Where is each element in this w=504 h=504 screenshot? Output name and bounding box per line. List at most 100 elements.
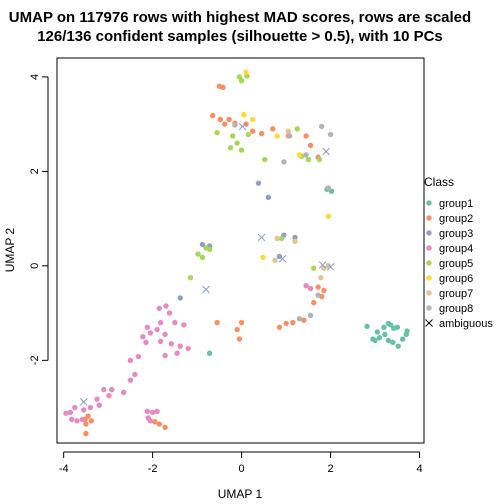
group1-point [364, 323, 370, 330]
group1-point [382, 331, 388, 338]
legend-marker [425, 319, 433, 327]
chart-subtitle: 126/136 confident samples (silhouette > … [37, 28, 443, 45]
group3-point [255, 180, 262, 186]
group4-point [127, 357, 134, 364]
plot-frame [56, 57, 425, 444]
group3-point [276, 253, 283, 260]
group2-point [209, 112, 216, 119]
group2-point [258, 130, 265, 137]
group7-point [318, 274, 324, 281]
legend-item-group4: group4 [426, 243, 473, 255]
group4-point [106, 393, 112, 399]
group2-point [83, 430, 89, 437]
legend-label: group4 [439, 243, 473, 255]
group4-point [156, 305, 163, 312]
group4-point [121, 389, 127, 396]
group2-point [222, 121, 228, 127]
group2-point [303, 133, 309, 139]
legend-marker [426, 305, 432, 311]
ambiguous-point [257, 233, 266, 242]
group8-point [232, 122, 238, 128]
group2-point [83, 421, 89, 427]
ambiguous-point [238, 122, 247, 131]
group4-point [94, 396, 100, 402]
group2-point [301, 317, 307, 323]
group6-point [243, 69, 249, 75]
group1-point [370, 336, 376, 342]
group1-point [390, 339, 396, 346]
chart-title: UMAP on 117976 rows with highest MAD sco… [9, 9, 471, 26]
group2-point [236, 336, 243, 342]
group4-point [147, 330, 154, 336]
group1-point [376, 334, 383, 341]
x-tick-label: 4 [416, 463, 422, 475]
group3-point [265, 194, 272, 201]
group2-point [234, 326, 240, 333]
group8-point [327, 131, 334, 138]
group3-point [292, 234, 298, 241]
y-tick-label: -2 [29, 355, 41, 365]
group2-point [250, 128, 256, 134]
legend-marker [426, 215, 432, 221]
ambiguous-point [278, 254, 287, 263]
group2-point [220, 84, 226, 90]
legend-item-group2: group2 [426, 213, 473, 225]
group2-point [214, 319, 220, 326]
group4-point [177, 343, 183, 349]
group4-point [154, 408, 160, 415]
legend-marker [426, 230, 432, 236]
ambiguous-point [322, 147, 330, 156]
x-axis: -4 -2 0 2 4 [59, 451, 423, 475]
group1-point [385, 337, 392, 344]
group4-point [87, 404, 94, 411]
group4-point [79, 416, 86, 423]
x-axis-label: UMAP 1 [218, 487, 263, 501]
group2-point [307, 142, 314, 149]
group4-point [168, 341, 175, 347]
group4-point [303, 282, 309, 289]
group5-point [262, 156, 268, 163]
legend-marker [426, 200, 432, 206]
legend-marker [426, 290, 432, 296]
group7-point [321, 265, 327, 271]
group2-point [315, 284, 321, 290]
legend-item-group1: group1 [426, 198, 473, 210]
group2-point [152, 419, 158, 425]
group5-point [245, 131, 251, 138]
group4-point [172, 319, 178, 326]
y-tick-label: 0 [29, 263, 41, 269]
group4-point [96, 402, 102, 408]
group5-point [236, 74, 243, 80]
group4-point [144, 324, 151, 330]
group6-point [325, 213, 332, 219]
group4-point [132, 371, 138, 378]
group1-point [374, 329, 380, 335]
group7-point [285, 128, 292, 134]
legend: Class group1 group2 group3 group4 group5 grou… [424, 175, 493, 330]
legend-item-group3: group3 [426, 228, 473, 240]
group8-point [307, 312, 314, 319]
group5-point [187, 274, 194, 281]
group2-point [290, 319, 296, 326]
legend-marker [426, 245, 432, 251]
legend-label: group7 [439, 288, 473, 300]
group5-point [199, 254, 206, 261]
group4-point [74, 418, 80, 424]
group6-point [296, 152, 303, 158]
group4-point [63, 410, 69, 416]
ambiguous-point [202, 285, 210, 294]
group4-point [149, 409, 156, 415]
group4-point [157, 319, 164, 326]
legend-label: group3 [439, 228, 473, 240]
group2-point [270, 126, 276, 132]
group8-point [296, 316, 303, 322]
group5-point [316, 156, 323, 163]
group2-point [162, 424, 168, 431]
group5-point [230, 133, 236, 139]
group1-point [206, 350, 213, 356]
group6-point [241, 111, 247, 118]
legend-label: group5 [439, 258, 473, 270]
group7-point [274, 235, 280, 242]
group1-point [399, 336, 406, 342]
